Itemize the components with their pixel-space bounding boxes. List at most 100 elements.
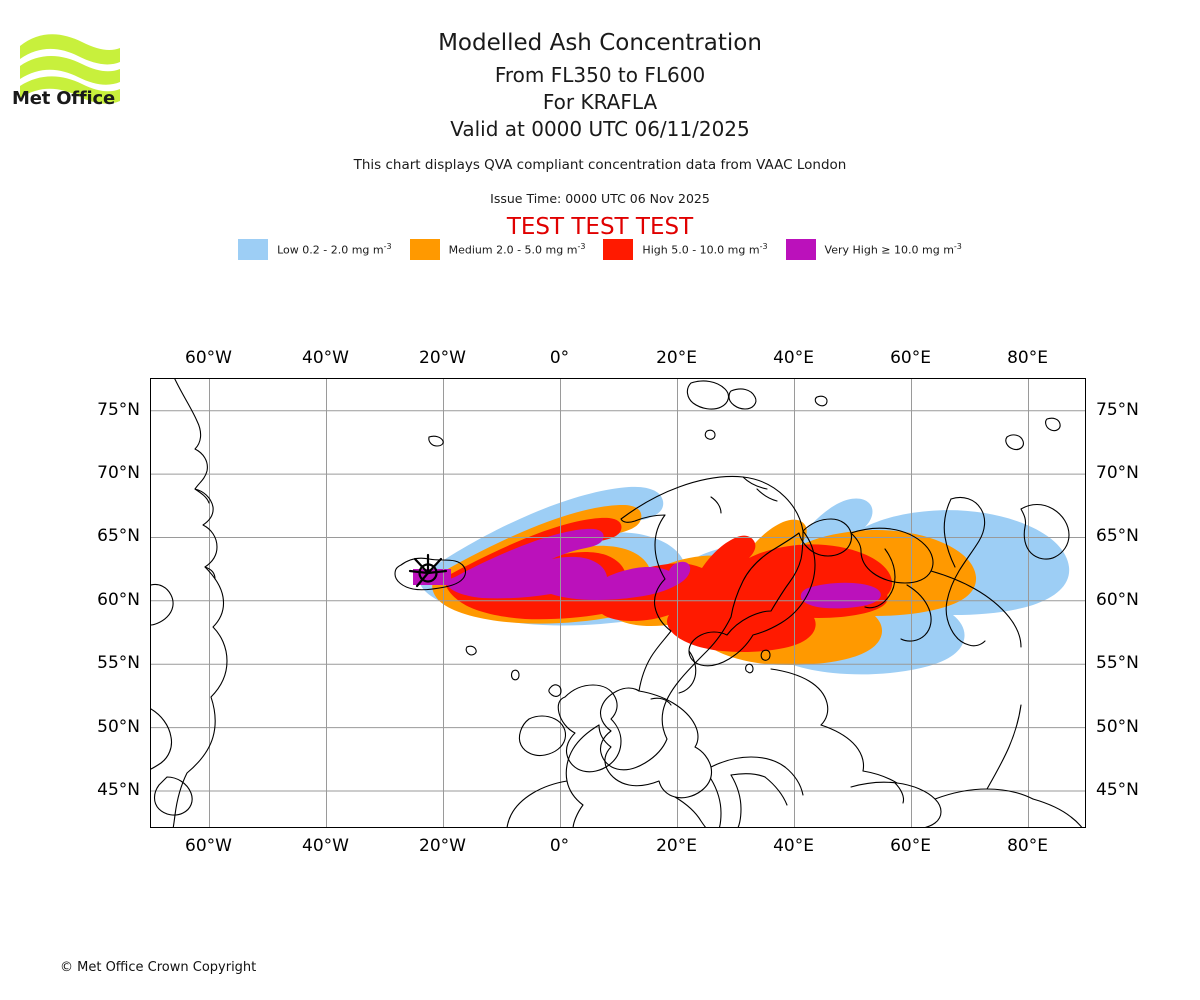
concentration-legend: Low 0.2 - 2.0 mg m-3 Medium 2.0 - 5.0 mg … — [0, 239, 1200, 260]
lon-tick-label-bottom: 60°E — [890, 836, 931, 856]
legend-item: Very High ≥ 10.0 mg m-3 — [785, 239, 962, 260]
plume-very-high-secondary — [800, 582, 881, 609]
border-germany-poland — [710, 756, 786, 768]
map-gridlines — [151, 379, 1085, 827]
lon-tick-label-bottom: 40°W — [302, 836, 349, 856]
map-plot-frame — [150, 378, 1086, 828]
lat-tick-label-left: 65°N — [97, 526, 140, 547]
coast-mediterranean — [674, 796, 707, 827]
legend-label: Low 0.2 - 2.0 mg m-3 — [277, 242, 392, 257]
legend-swatch — [409, 239, 440, 260]
coast-newfoundland — [153, 776, 193, 816]
legend-item: Medium 2.0 - 5.0 mg m-3 — [409, 239, 586, 260]
page-title: Modelled Ash Concentration — [438, 30, 762, 56]
coast-france-iberia — [565, 724, 600, 827]
met-office-logo-text: Met Office — [12, 88, 116, 109]
coast-kara-islands1 — [1005, 434, 1024, 451]
ash-plume-layer — [413, 486, 1070, 675]
border-poland-east — [784, 766, 804, 796]
coast-lofoten — [710, 496, 722, 514]
lat-tick-label-right: 55°N — [1096, 653, 1139, 674]
coast-italy — [710, 778, 722, 827]
coast-hebrides — [548, 684, 562, 697]
lat-tick-label-left: 70°N — [97, 463, 140, 484]
map-canvas — [151, 379, 1085, 827]
coast-faroes — [465, 645, 477, 656]
coast-arkhangelsk — [900, 584, 932, 642]
coast-black-sea — [850, 781, 942, 827]
coast-greenland-inlet1 — [194, 488, 210, 504]
coast-great-britain — [557, 684, 622, 773]
lon-tick-label-bottom: 20°E — [656, 836, 697, 856]
lon-tick-label-bottom: 40°E — [773, 836, 814, 856]
coast-ireland — [518, 715, 567, 757]
legend-swatch — [785, 239, 816, 260]
lat-tick-label-right: 65°N — [1096, 526, 1139, 547]
lat-tick-label-right: 70°N — [1096, 463, 1139, 484]
valid-time-subtitle: Valid at 0000 UTC 06/11/2025 — [450, 117, 750, 141]
coast-jan-mayen — [428, 435, 444, 447]
lon-tick-label-bottom: 0° — [549, 836, 570, 856]
coast-gotland — [760, 649, 771, 661]
lat-tick-label-right: 50°N — [1096, 716, 1139, 737]
coastline-layer — [151, 379, 1083, 827]
lat-tick-label-left: 75°N — [97, 399, 140, 420]
legend-label: Medium 2.0 - 5.0 mg m-3 — [448, 242, 586, 257]
coast-tromso — [756, 488, 778, 502]
coast-norway-fjords — [742, 476, 768, 490]
border-hungary-balkans — [764, 776, 788, 806]
coast-franz-josef — [814, 395, 828, 407]
qva-note: This chart displays QVA compliant concen… — [353, 157, 847, 173]
coast-denmark — [678, 650, 697, 694]
legend-label: High 5.0 - 10.0 mg m-3 — [642, 242, 768, 257]
lon-tick-label-top: 0° — [549, 348, 570, 368]
coast-crimea — [894, 782, 905, 804]
lat-tick-label-right: 60°N — [1096, 589, 1139, 610]
lon-tick-label-top: 20°E — [656, 348, 697, 368]
lon-tick-label-bottom: 20°W — [419, 836, 466, 856]
coast-kola-white-sea — [850, 527, 934, 584]
coast-svalbard-east — [728, 388, 757, 410]
lat-tick-label-right: 45°N — [1096, 779, 1139, 800]
lat-tick-label-left: 50°N — [97, 716, 140, 737]
coast-bear-island — [704, 429, 716, 440]
lon-tick-label-top: 60°W — [185, 348, 232, 368]
coast-greenland — [172, 379, 228, 827]
legend-item: High 5.0 - 10.0 mg m-3 — [603, 239, 768, 260]
border-russia-volga — [986, 704, 1022, 790]
coast-greenland-west — [151, 583, 174, 626]
legend-item: Low 0.2 - 2.0 mg m-3 — [238, 239, 392, 260]
coast-shetland — [510, 669, 520, 681]
copyright-notice: © Met Office Crown Copyright — [60, 960, 257, 975]
lat-tick-label-left: 55°N — [97, 653, 140, 674]
issue-time: Issue Time: 0000 UTC 06 Nov 2025 — [490, 191, 710, 206]
coast-russia-arctic — [930, 570, 1022, 648]
legend-label: Very High ≥ 10.0 mg m-3 — [824, 242, 962, 257]
coast-norway — [599, 475, 853, 771]
lon-tick-label-bottom: 60°W — [185, 836, 232, 856]
coast-novaya-zemlya-west — [943, 498, 956, 568]
border-kazakhstan — [1032, 798, 1083, 827]
test-banner: TEST TEST TEST — [506, 214, 694, 240]
border-belarus — [820, 724, 865, 772]
lat-tick-label-left: 60°N — [97, 589, 140, 610]
lat-tick-label-right: 75°N — [1096, 399, 1139, 420]
coast-yamal — [1020, 503, 1070, 560]
met-office-wave-icon — [20, 34, 120, 104]
ash-concentration-map: 60°W 60°W 40°W 40°W 20°W 20°W 0° 0° 20°E 20°E 40°E… — [97, 348, 1139, 856]
lon-tick-label-bottom: 80°E — [1007, 836, 1048, 856]
coast-svalbard — [686, 380, 730, 410]
lon-tick-label-top: 20°W — [419, 348, 466, 368]
border-czech-austria — [730, 773, 766, 778]
coast-western-europe — [598, 690, 713, 799]
lon-tick-label-top: 40°E — [773, 348, 814, 368]
lat-tick-label-left: 45°N — [97, 779, 140, 800]
lon-tick-label-top: 80°E — [1007, 348, 1048, 368]
plume-very-high-contour — [446, 528, 691, 600]
legend-swatch — [238, 239, 269, 260]
coast-netherlands — [650, 697, 672, 706]
lon-tick-label-top: 60°E — [890, 348, 931, 368]
flight-level-subtitle: From FL350 to FL600 — [494, 63, 706, 87]
volcano-source-marker — [408, 553, 448, 588]
coast-iceland — [394, 557, 467, 591]
